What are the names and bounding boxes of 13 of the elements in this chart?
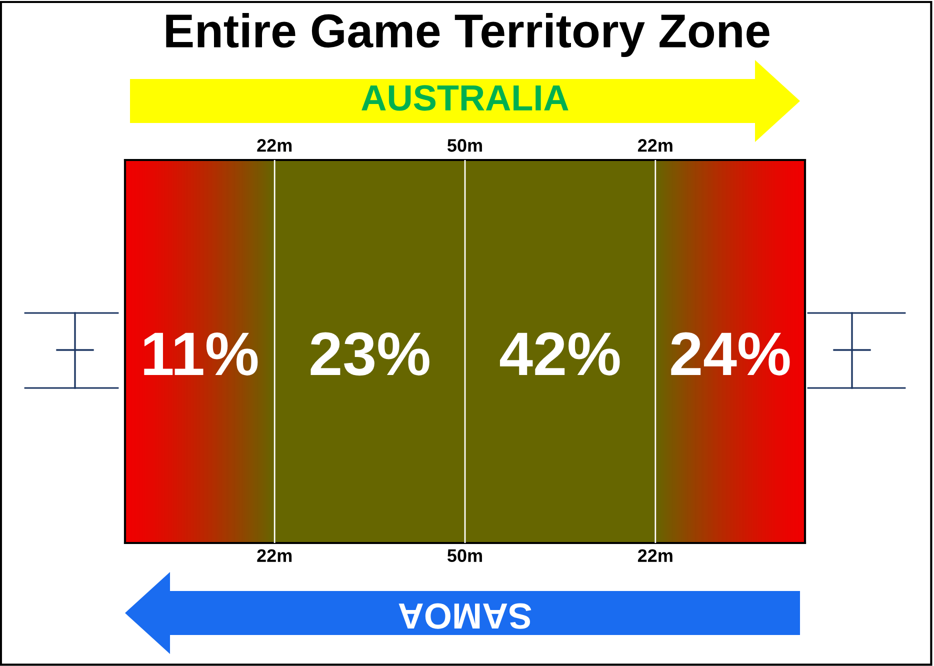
text: 22m xyxy=(638,139,672,152)
text: AUSTRALIA xyxy=(362,85,568,111)
data-label: 42% xyxy=(500,332,620,376)
text: SAMOA xyxy=(398,603,532,629)
text: 22m xyxy=(257,139,292,152)
text: 50m xyxy=(447,139,482,152)
data-label: 24% xyxy=(671,332,790,376)
text: 22m xyxy=(257,549,292,562)
text: 50m xyxy=(447,549,482,562)
data-label: 23% xyxy=(310,332,430,376)
text: Entire Game Territory Zone xyxy=(166,12,770,58)
data-label: 11% xyxy=(144,332,258,376)
text: 22m xyxy=(638,549,672,562)
